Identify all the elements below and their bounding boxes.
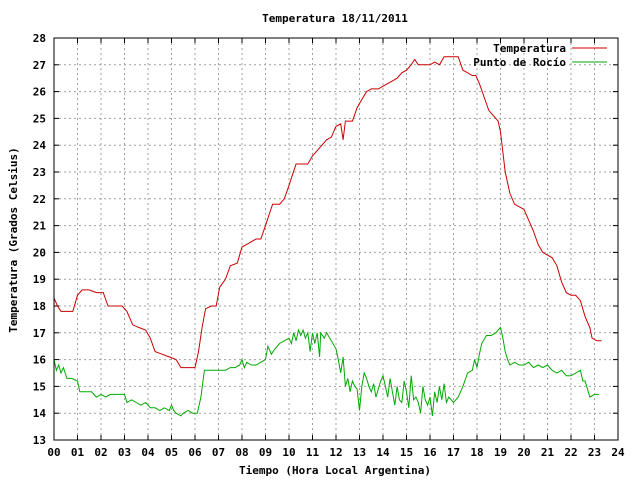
x-tick-label: 05: [165, 446, 178, 459]
x-tick-label: 04: [141, 446, 155, 459]
y-tick-label: 25: [33, 112, 46, 125]
y-tick-label: 26: [33, 86, 47, 99]
y-tick-label: 14: [33, 407, 47, 420]
x-tick-label: 16: [423, 446, 437, 459]
grid-lines: [54, 38, 618, 440]
y-tick-label: 22: [33, 193, 46, 206]
x-tick-label: 02: [94, 446, 107, 459]
x-tick-label: 03: [118, 446, 131, 459]
y-axis-ticks: 13 14 15 16 17 18 19 20 21 22 23 24 25 26 27 28: [33, 32, 618, 447]
x-tick-label: 17: [447, 446, 460, 459]
x-axis-label: Tiempo (Hora Local Argentina): [239, 464, 431, 477]
x-tick-label: 22: [564, 446, 577, 459]
x-axis-ticks: 00 01 02 03 04 05 06 07 08 09 10 11 12 13 14 15 16 17 18 19…: [47, 38, 625, 459]
x-tick-label: 15: [400, 446, 413, 459]
y-tick-label: 27: [33, 59, 46, 72]
plot-frame: [53, 37, 619, 441]
y-tick-label: 21: [33, 220, 47, 233]
x-tick-label: 13: [353, 446, 366, 459]
x-tick-label: 12: [329, 446, 342, 459]
y-tick-label: 17: [33, 327, 46, 340]
x-tick-label: 24: [611, 446, 625, 459]
y-axis-label: Temperatura (Grados Celsius): [7, 147, 20, 332]
y-tick-label: 15: [33, 380, 46, 393]
series-line-1: [53, 326, 600, 417]
x-tick-label: 00: [47, 446, 60, 459]
series-line-0: [53, 56, 602, 369]
y-tick-label: 20: [33, 246, 46, 259]
y-tick-label: 18: [33, 300, 46, 313]
y-tick-label: 16: [33, 354, 47, 367]
x-tick-label: 06: [188, 446, 202, 459]
series-lines: [53, 56, 602, 417]
y-tick-label: 19: [33, 273, 46, 286]
legend-label: Temperatura: [493, 42, 566, 55]
y-tick-label: 13: [33, 434, 46, 447]
x-tick-label: 14: [376, 446, 390, 459]
legend-label: Punto de Rocío: [473, 56, 566, 69]
x-tick-label: 21: [541, 446, 555, 459]
x-tick-label: 23: [588, 446, 601, 459]
x-tick-label: 08: [235, 446, 248, 459]
x-tick-label: 01: [71, 446, 85, 459]
y-tick-label: 23: [33, 166, 46, 179]
y-tick-label: 24: [33, 139, 47, 152]
x-tick-label: 18: [470, 446, 483, 459]
x-tick-label: 19: [494, 446, 507, 459]
x-tick-label: 10: [282, 446, 295, 459]
x-tick-label: 11: [306, 446, 320, 459]
x-tick-label: 09: [259, 446, 272, 459]
y-tick-label: 28: [33, 32, 46, 45]
x-tick-label: 07: [212, 446, 225, 459]
x-tick-label: 20: [517, 446, 530, 459]
chart-title: Temperatura 18/11/2011: [262, 12, 408, 25]
